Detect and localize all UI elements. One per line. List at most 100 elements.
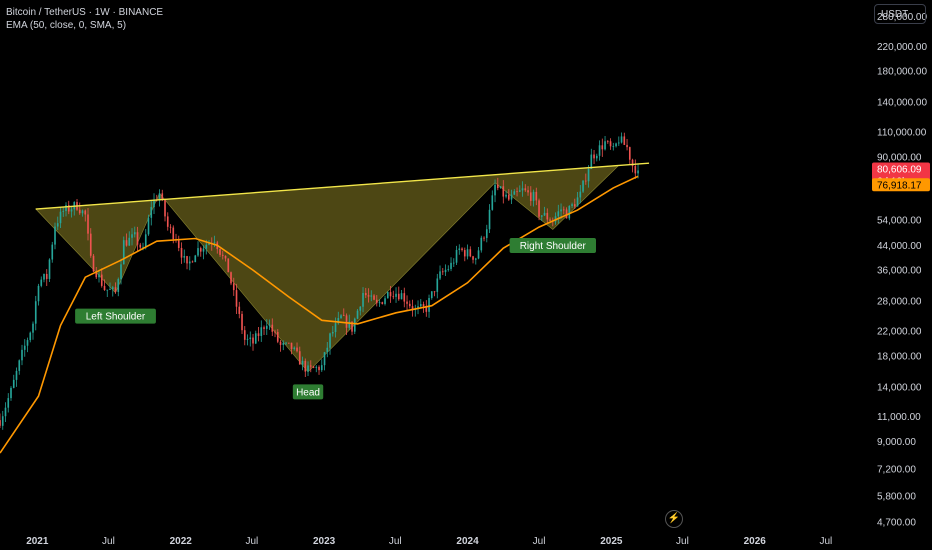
candle	[232, 277, 235, 296]
candle	[45, 269, 48, 286]
price-tick-label: 18,000.00	[877, 351, 922, 362]
candle	[400, 290, 403, 300]
candle	[496, 177, 499, 191]
candle	[62, 207, 65, 217]
candle	[282, 340, 285, 351]
price-axis[interactable]: 280,000.00 220,000.00 180,000.00 140,000.00…	[862, 0, 932, 530]
time-tick-label: 2026	[744, 536, 767, 547]
candle	[359, 306, 362, 316]
candle	[579, 185, 582, 204]
candle	[631, 158, 634, 173]
candle	[32, 321, 34, 340]
price-tick-label: 110,000.00	[877, 128, 927, 139]
candle	[609, 138, 612, 150]
candle	[230, 271, 232, 286]
price-tick-label: 140,000.00	[877, 98, 927, 109]
candle	[397, 286, 400, 301]
candle	[411, 299, 414, 317]
candle	[125, 233, 128, 247]
candle	[499, 186, 502, 189]
candle	[106, 289, 109, 297]
candle	[65, 202, 67, 217]
candle	[406, 295, 408, 311]
lightning-icon[interactable]: ⚡	[665, 510, 683, 528]
candle	[301, 356, 304, 371]
candle	[595, 153, 598, 162]
price-tick-label: 14,000.00	[877, 382, 922, 393]
candle	[1, 410, 4, 430]
candle	[587, 165, 590, 188]
currency-selector[interactable]: USDT	[874, 4, 926, 24]
candle	[326, 342, 329, 358]
candle	[285, 341, 287, 346]
candle	[164, 198, 166, 222]
candle	[260, 320, 263, 342]
time-tick-label: 2024	[456, 536, 479, 547]
candle	[235, 283, 238, 315]
candle	[166, 212, 169, 231]
candle	[78, 202, 81, 215]
candle	[111, 285, 114, 297]
left-shoulder-label[interactable]: Left Shoulder	[75, 308, 156, 324]
candle	[37, 283, 40, 306]
candle	[133, 226, 136, 238]
ema50-line	[0, 175, 639, 454]
candle	[447, 265, 450, 272]
candle	[474, 257, 477, 265]
candle	[472, 255, 474, 264]
candle	[199, 246, 202, 257]
candle	[444, 264, 447, 277]
candle	[98, 271, 100, 283]
candle	[483, 236, 485, 242]
time-axis[interactable]: 2021 Jul 2022 Jul 2023 Jul 2024 Jul 2025 Jul 2026 J…	[26, 536, 832, 547]
candle	[169, 224, 172, 234]
svg-text:Head: Head	[296, 387, 320, 398]
candle	[180, 242, 183, 264]
right-shoulder-label[interactable]: Right Shoulder	[509, 238, 596, 254]
candle	[320, 359, 323, 372]
neckline-trendline[interactable]	[35, 162, 650, 210]
candle	[386, 291, 389, 299]
candle	[183, 249, 186, 263]
candle	[268, 319, 271, 330]
candle	[340, 314, 342, 319]
candle	[0, 413, 1, 428]
candle	[23, 339, 26, 357]
candle	[15, 367, 18, 387]
candlestick-series	[0, 132, 639, 430]
price-tick-label: 9,000.00	[877, 437, 916, 448]
candle	[158, 189, 161, 207]
head-label[interactable]: Head	[292, 384, 324, 400]
time-tick-label: Jul	[389, 536, 402, 547]
candle	[224, 255, 227, 262]
candle	[315, 365, 318, 373]
candle	[345, 313, 348, 335]
candle	[70, 206, 73, 218]
candle	[505, 190, 507, 199]
candle	[395, 287, 397, 303]
symbol-title[interactable]: Bitcoin / TetherUS · 1W · BINANCE	[6, 7, 164, 18]
candle	[254, 330, 257, 345]
candle	[367, 288, 370, 303]
candle	[51, 241, 54, 263]
candle	[461, 247, 463, 252]
price-tags: 80,606.096d 10h76,918.17	[872, 162, 930, 192]
candle	[246, 334, 249, 346]
candle	[114, 282, 117, 294]
candle	[491, 190, 494, 211]
candle	[48, 258, 51, 282]
candle	[381, 301, 384, 305]
candle	[417, 300, 419, 315]
candle	[510, 189, 513, 204]
candle	[67, 200, 70, 215]
candle	[480, 235, 483, 253]
candle	[265, 319, 268, 335]
neckline[interactable]	[35, 162, 650, 210]
svg-text:76,918.17: 76,918.17	[877, 180, 922, 191]
price-tick-label: 11,000.00	[877, 412, 921, 423]
candle	[554, 212, 557, 225]
indicator-title[interactable]: EMA (50, close, 0, SMA, 5)	[6, 20, 127, 31]
price-tick-label: 7,200.00	[877, 465, 916, 476]
candle	[571, 202, 573, 208]
